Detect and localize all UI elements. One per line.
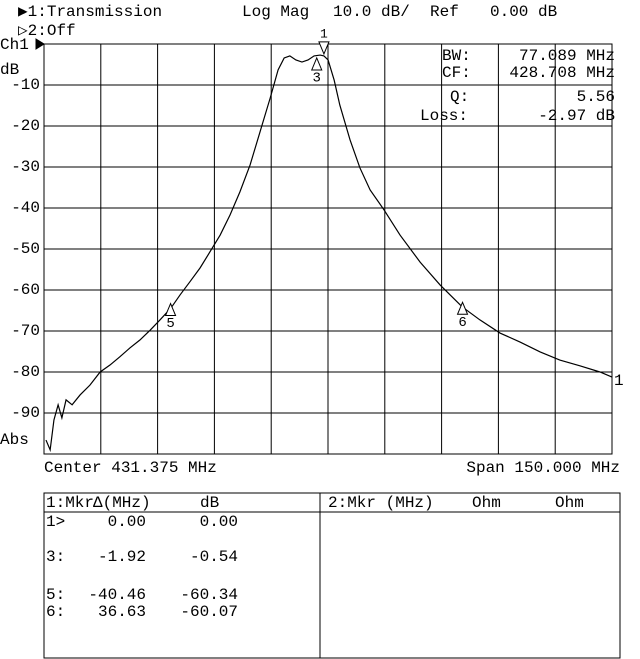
- marker-label: 6: [458, 315, 466, 331]
- y-tick-label: -50: [11, 240, 40, 258]
- channel-label: Ch1: [0, 36, 29, 54]
- row-delta: 0.00: [108, 513, 146, 531]
- ref-label: Ref: [430, 3, 459, 21]
- table-header: Δ(MHz): [93, 494, 151, 512]
- stat-label: CF:: [442, 64, 471, 82]
- table-header: dB: [200, 494, 219, 512]
- marker-label: 5: [166, 316, 174, 332]
- y-tick-label: -10: [11, 76, 40, 94]
- trace-label: 1: [614, 372, 624, 390]
- stat-label: Q:: [450, 88, 469, 106]
- stat-value: 428.708 MHz: [509, 64, 615, 82]
- y-tick-label: -40: [11, 199, 40, 217]
- row-marker: 5:: [46, 586, 65, 604]
- y-tick-label: -30: [11, 158, 40, 176]
- stat-value: 77.089 MHz: [519, 47, 615, 65]
- marker: [310, 56, 323, 71]
- marker-label: 3: [313, 71, 321, 87]
- span-label: Span 150.000 MHz: [466, 459, 620, 477]
- stat-label: BW:: [442, 47, 471, 65]
- row-db: -0.54: [190, 548, 238, 566]
- scale-label: 10.0 dB/: [333, 3, 410, 21]
- ref-pointer: [35, 38, 45, 50]
- channel2-label: ▷2:Off: [18, 22, 76, 40]
- marker: [164, 302, 177, 317]
- row-delta: -1.92: [98, 548, 146, 566]
- row-delta: 36.63: [98, 603, 146, 621]
- trace: [45, 54, 612, 453]
- row-marker: 3:: [46, 548, 65, 566]
- y-tick-label: -60: [11, 281, 40, 299]
- stat-value: 5.56: [577, 88, 615, 106]
- row-db: 0.00: [200, 513, 238, 531]
- table-rows: 1> 0.00 0.00 3: -1.92 -0.54 5: -40.46 -60.34 6: 36…: [46, 513, 238, 621]
- marker-table-frame: [43, 492, 621, 659]
- table-header: 2:Mkr (MHz): [328, 494, 434, 512]
- y-tick-label: -80: [11, 363, 40, 381]
- channel1-label: ▶1:Transmission: [18, 3, 162, 21]
- table-header: 1:Mkr: [46, 494, 94, 512]
- row-delta: -40.46: [88, 586, 146, 604]
- unit-label: dB: [0, 61, 19, 79]
- row-db: -60.34: [180, 586, 238, 604]
- y-tick-label: -20: [11, 117, 40, 135]
- plot: -10 -20 -30 -40 -50 -60 -70 -80 -90 1 1 3 5 6 BW: 77.08…: [11, 26, 624, 455]
- table-header: Ohm: [555, 494, 584, 512]
- row-marker: 6:: [46, 603, 65, 621]
- marker: [456, 300, 469, 315]
- row-marker: 1>: [46, 513, 65, 531]
- stat-label: Loss:: [420, 107, 468, 125]
- row-db: -60.07: [180, 603, 238, 621]
- center-label: Center 431.375 MHz: [44, 459, 217, 477]
- marker-label: 1: [320, 26, 328, 41]
- mode-label: Abs: [0, 431, 29, 449]
- marker: [318, 41, 330, 56]
- ref-value: 0.00 dB: [490, 3, 557, 21]
- table-header: Ohm: [472, 494, 501, 512]
- stat-value: -2.97 dB: [538, 107, 615, 125]
- y-tick-label: -90: [11, 404, 40, 422]
- y-tick-label: -70: [11, 322, 40, 340]
- format-label: Log Mag: [242, 3, 309, 21]
